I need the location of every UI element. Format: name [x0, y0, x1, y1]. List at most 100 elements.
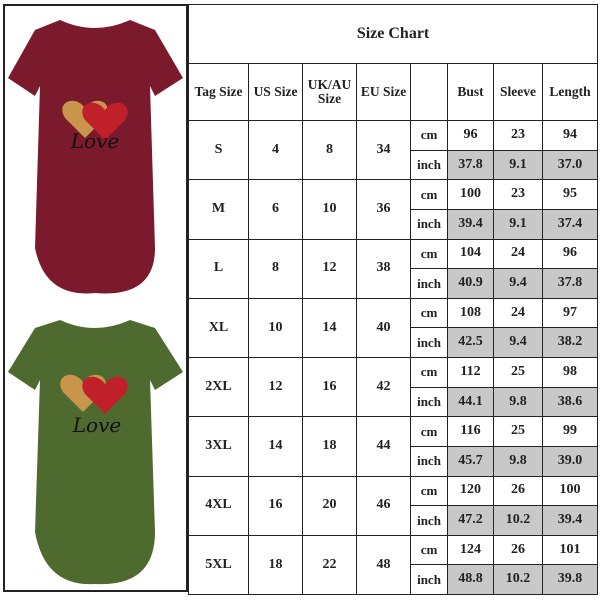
- sleeve-cm-cell: 25: [493, 357, 543, 388]
- bust-inch-cell: 39.4: [447, 208, 494, 240]
- sleeve-cm-cell: 23: [493, 120, 543, 151]
- uk-au-size-cell: 10: [302, 179, 357, 240]
- dress-image-wine: Love: [8, 20, 183, 294]
- size-row-cm: 5XL 18 22 48 cm 124 26 101: [188, 534, 599, 596]
- length-cm-cell: 97: [541, 297, 599, 329]
- eu-size-cell: 48: [356, 534, 411, 596]
- dress-shape: [8, 320, 183, 585]
- sleeve-inch-cell: 9.1: [493, 208, 543, 240]
- uk-au-size-cell: 14: [302, 297, 357, 359]
- bust-cm-cell: 116: [447, 416, 494, 447]
- uk-au-size-cell: 20: [302, 475, 357, 536]
- length-cm-cell: 98: [541, 357, 599, 388]
- bust-cm-cell: 112: [447, 357, 494, 388]
- unit-cell: cm: [410, 238, 448, 270]
- length-inch-cell: 37.4: [541, 208, 599, 240]
- unit-cell: inch: [410, 564, 448, 595]
- tag-size-cell: XL: [188, 297, 249, 359]
- tag-size-cell: L: [188, 238, 249, 299]
- length-inch-cell: 37.0: [541, 149, 599, 181]
- unit-cell: cm: [410, 297, 448, 329]
- length-inch-cell: 38.2: [541, 327, 599, 358]
- size-row-inch: inch 45.7 9.8 39.0: [189, 445, 599, 477]
- sleeve-inch-cell: 10.2: [493, 564, 543, 595]
- bust-inch-cell: 45.7: [447, 445, 494, 477]
- bust-inch-cell: 37.8: [447, 149, 494, 181]
- dress-image-green: Love: [8, 320, 183, 585]
- size-row-inch: inch 42.5 9.4 38.2: [189, 327, 599, 358]
- unit-cell: inch: [410, 445, 448, 477]
- us-size-cell: 18: [248, 534, 303, 596]
- eu-size-cell: 40: [356, 297, 411, 359]
- us-size-cell: 8: [248, 238, 303, 299]
- size-row-cm: M 6 10 36 cm 100 23 95: [188, 179, 599, 240]
- size-row-cm: 2XL 12 16 42 cm 112 25 98: [188, 356, 599, 418]
- size-row-inch: inch 44.1 9.8 38.6: [189, 386, 599, 418]
- eu-size-cell: 36: [356, 179, 411, 240]
- bust-cm-cell: 104: [447, 238, 494, 270]
- sleeve-inch-cell: 9.8: [493, 445, 543, 477]
- eu-size-cell: 46: [356, 475, 411, 536]
- sleeve-inch-cell: 9.4: [493, 268, 543, 299]
- us-size-cell: 6: [248, 179, 303, 240]
- length-cm-cell: 99: [541, 416, 599, 447]
- length-cm-cell: 100: [541, 475, 599, 507]
- header-row: Tag Size US Size UK/AU Size EU Size Bust…: [188, 63, 599, 121]
- sleeve-cm-cell: 23: [493, 179, 543, 210]
- sleeve-inch-cell: 9.4: [493, 327, 543, 358]
- bust-cm-cell: 108: [447, 297, 494, 329]
- bust-cm-cell: 100: [447, 179, 494, 210]
- header-uk-au-size: UK/AU Size: [302, 63, 357, 121]
- unit-cell: inch: [410, 208, 448, 240]
- bust-inch-cell: 47.2: [447, 505, 494, 536]
- sleeve-inch-cell: 9.8: [493, 386, 543, 418]
- tag-size-cell: 2XL: [188, 356, 249, 418]
- sleeve-cm-cell: 26: [493, 534, 543, 566]
- size-row-cm: 4XL 16 20 46 cm 120 26 100: [188, 475, 599, 536]
- print-text: Love: [70, 129, 119, 153]
- size-row-cm: XL 10 14 40 cm 108 24 97: [188, 297, 599, 359]
- header-unit: [410, 63, 448, 121]
- unit-cell: inch: [410, 268, 448, 299]
- unit-cell: inch: [410, 505, 448, 536]
- size-row-inch: inch 39.4 9.1 37.4: [189, 208, 599, 240]
- uk-au-size-cell: 18: [302, 416, 357, 477]
- tag-size-cell: 5XL: [188, 534, 249, 596]
- sleeve-cm-cell: 26: [493, 475, 543, 507]
- unit-cell: cm: [410, 357, 448, 388]
- header-length: Length: [541, 63, 599, 121]
- tag-size-cell: 4XL: [188, 475, 249, 536]
- sleeve-inch-cell: 10.2: [493, 505, 543, 536]
- size-row-inch: inch 37.8 9.1 37.0: [189, 149, 599, 181]
- uk-au-size-cell: 12: [302, 238, 357, 299]
- eu-size-cell: 38: [356, 238, 411, 299]
- unit-cell: cm: [410, 120, 448, 151]
- bust-inch-cell: 48.8: [447, 564, 494, 595]
- header-us-size: US Size: [248, 63, 303, 121]
- header-tag-size: Tag Size: [188, 63, 249, 121]
- eu-size-cell: 42: [356, 356, 411, 418]
- bust-cm-cell: 120: [447, 475, 494, 507]
- length-inch-cell: 39.8: [541, 564, 599, 595]
- unit-cell: inch: [410, 149, 448, 181]
- tag-size-cell: M: [188, 179, 249, 240]
- size-row-inch: inch 48.8 10.2 39.8: [189, 564, 599, 595]
- tag-size-cell: S: [188, 119, 249, 181]
- eu-size-cell: 44: [356, 416, 411, 477]
- uk-au-size-cell: 8: [302, 119, 357, 181]
- dress-shape: [8, 20, 183, 294]
- us-size-cell: 16: [248, 475, 303, 536]
- print-text: Love: [72, 413, 121, 437]
- sleeve-inch-cell: 9.1: [493, 149, 543, 181]
- length-inch-cell: 39.0: [541, 445, 599, 477]
- bust-inch-cell: 40.9: [447, 268, 494, 299]
- size-chart-title: Size Chart: [187, 4, 599, 64]
- bust-inch-cell: 44.1: [447, 386, 494, 418]
- length-inch-cell: 39.4: [541, 505, 599, 536]
- us-size-cell: 12: [248, 356, 303, 418]
- size-row-inch: inch 40.9 9.4 37.8: [189, 268, 599, 299]
- length-cm-cell: 96: [541, 238, 599, 270]
- us-size-cell: 4: [248, 119, 303, 181]
- length-inch-cell: 38.6: [541, 386, 599, 418]
- bust-cm-cell: 124: [447, 534, 494, 566]
